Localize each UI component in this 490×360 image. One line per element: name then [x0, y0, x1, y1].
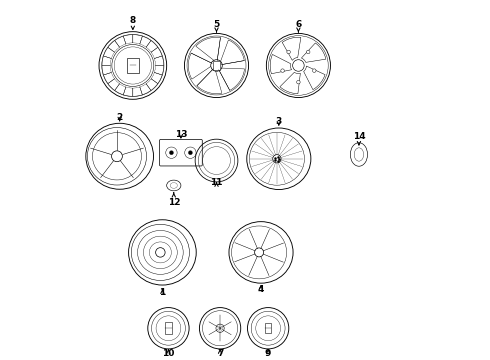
- Text: 1: 1: [159, 288, 166, 297]
- Circle shape: [216, 324, 224, 332]
- Ellipse shape: [350, 143, 368, 166]
- Text: 13: 13: [174, 130, 187, 139]
- Circle shape: [185, 147, 196, 158]
- Circle shape: [112, 151, 122, 162]
- Circle shape: [296, 80, 300, 84]
- Ellipse shape: [167, 180, 181, 191]
- FancyBboxPatch shape: [160, 139, 202, 166]
- Text: 8: 8: [130, 17, 136, 30]
- Text: 2: 2: [117, 113, 123, 122]
- Bar: [127, 58, 139, 73]
- Circle shape: [211, 60, 222, 71]
- Circle shape: [293, 60, 304, 71]
- Bar: [213, 61, 220, 70]
- Text: 12: 12: [168, 193, 180, 207]
- Bar: [165, 323, 172, 334]
- Text: 5: 5: [213, 20, 220, 32]
- Circle shape: [287, 50, 291, 54]
- Circle shape: [281, 69, 284, 72]
- Circle shape: [170, 151, 173, 155]
- Bar: [265, 323, 271, 333]
- Text: 11: 11: [210, 179, 223, 188]
- Text: 7: 7: [217, 349, 223, 358]
- Text: 4: 4: [258, 285, 264, 294]
- Circle shape: [273, 154, 281, 163]
- Circle shape: [255, 248, 264, 257]
- Circle shape: [166, 147, 177, 158]
- Circle shape: [156, 248, 165, 257]
- Circle shape: [313, 69, 316, 72]
- Text: 9: 9: [265, 349, 271, 358]
- Circle shape: [188, 151, 193, 155]
- Text: 10: 10: [162, 349, 174, 358]
- Text: 6: 6: [295, 20, 301, 32]
- Text: 3: 3: [276, 117, 282, 126]
- Circle shape: [306, 50, 310, 54]
- Text: 14: 14: [353, 132, 365, 145]
